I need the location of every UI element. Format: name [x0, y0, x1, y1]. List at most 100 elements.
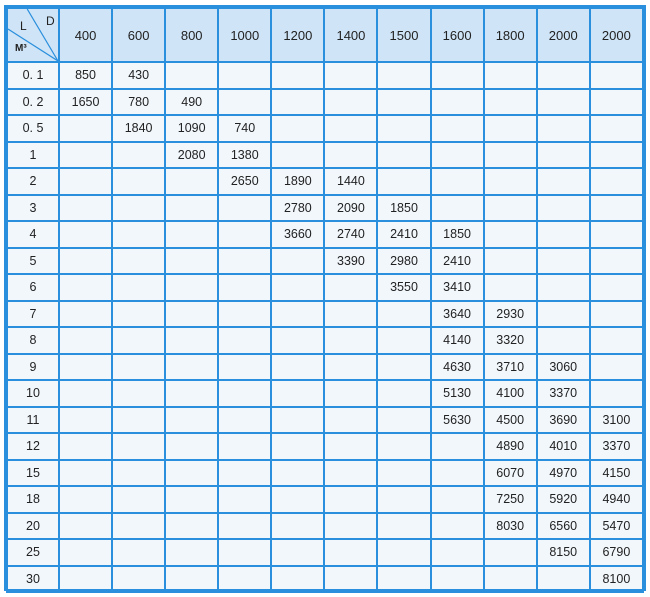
table-row: 10 5130 4100 3370	[6, 379, 645, 408]
row-label: 25	[6, 538, 60, 567]
table-cell	[164, 220, 220, 249]
table-cell: 490	[164, 87, 220, 116]
table-cell	[270, 140, 326, 169]
table-cell	[57, 511, 114, 540]
table-row: 9 4630 3710 3060	[6, 352, 645, 381]
table-cell: 5470	[588, 511, 645, 540]
table-cell	[323, 61, 379, 90]
table-cell	[376, 458, 432, 487]
table-cell	[429, 87, 485, 116]
table-row: 30 8100	[6, 564, 645, 593]
table-cell	[57, 432, 114, 461]
table-cell	[482, 564, 538, 593]
row-label: 0. 5	[6, 114, 60, 143]
table-cell: 430	[111, 61, 167, 90]
table-cell	[111, 167, 167, 196]
table-row: 18 7250 5920 4940	[6, 485, 645, 514]
table-cell: 8150	[535, 538, 591, 567]
table-cell: 3370	[588, 432, 645, 461]
table-row: 0. 5 1840 1090 740	[6, 114, 645, 143]
table-cell	[535, 246, 591, 275]
table-cell	[323, 299, 379, 328]
column-header: 800	[164, 7, 220, 63]
table-cell	[323, 273, 379, 302]
table-cell	[535, 61, 591, 90]
table-row: 0. 1 850 430	[6, 61, 645, 90]
row-axis-label: L	[20, 19, 27, 33]
table-cell	[164, 432, 220, 461]
table-cell	[429, 193, 485, 222]
table-row: 2 2650 1890 1440	[6, 167, 645, 196]
table-row: 7 3640 2930	[6, 299, 645, 328]
header-row: L D M³ 400 600 800 1000 1200 1400 1500 1600 1800…	[6, 7, 645, 63]
table-cell: 850	[57, 61, 114, 90]
table-cell	[57, 299, 114, 328]
table-cell: 3410	[429, 273, 485, 302]
table-cell	[217, 87, 273, 116]
table-cell	[376, 352, 432, 381]
table-row: 20 8030 6560 5470	[6, 511, 645, 540]
table-cell	[164, 326, 220, 355]
table-cell: 4970	[535, 458, 591, 487]
table-cell	[111, 273, 167, 302]
spec-table: L D M³ 400 600 800 1000 1200 1400 1500 1600 1800…	[4, 5, 646, 593]
row-label: 10	[6, 379, 60, 408]
table-cell	[217, 61, 273, 90]
table-cell	[111, 405, 167, 434]
table-cell	[57, 485, 114, 514]
table-cell	[270, 432, 326, 461]
table-row: 25 8150 6790	[6, 538, 645, 567]
table-cell	[588, 114, 645, 143]
table-cell	[164, 167, 220, 196]
table-cell: 5630	[429, 405, 485, 434]
table-cell	[217, 432, 273, 461]
table-cell	[429, 114, 485, 143]
table-cell	[588, 87, 645, 116]
table-cell: 3390	[323, 246, 379, 275]
table-cell	[535, 167, 591, 196]
table-cell	[376, 564, 432, 593]
table-cell: 3320	[482, 326, 538, 355]
table-cell	[217, 485, 273, 514]
table-cell	[111, 140, 167, 169]
table-cell	[57, 246, 114, 275]
table-cell	[535, 273, 591, 302]
table-cell: 2090	[323, 193, 379, 222]
table-cell	[270, 379, 326, 408]
table-cell	[164, 61, 220, 90]
table-cell	[270, 114, 326, 143]
table-cell	[111, 511, 167, 540]
table-cell	[57, 167, 114, 196]
table-cell	[376, 511, 432, 540]
table-cell: 2080	[164, 140, 220, 169]
row-label: 9	[6, 352, 60, 381]
table-cell	[535, 87, 591, 116]
column-header: 600	[111, 7, 167, 63]
table-cell	[535, 220, 591, 249]
table-cell	[429, 140, 485, 169]
table-row: 15 6070 4970 4150	[6, 458, 645, 487]
table-cell	[111, 299, 167, 328]
table-cell: 6560	[535, 511, 591, 540]
table-cell	[111, 538, 167, 567]
table-cell	[111, 458, 167, 487]
table-cell	[164, 299, 220, 328]
table-cell	[217, 511, 273, 540]
table-row: 11 5630 4500 3690 3100	[6, 405, 645, 434]
table-cell	[323, 379, 379, 408]
table-cell	[323, 352, 379, 381]
table-cell	[376, 538, 432, 567]
table-cell	[535, 299, 591, 328]
table-cell	[376, 140, 432, 169]
table-row: 3 2780 2090 1850	[6, 193, 645, 222]
table-cell	[217, 538, 273, 567]
table-cell	[323, 511, 379, 540]
table-cell	[111, 432, 167, 461]
table-cell	[376, 485, 432, 514]
table-cell	[57, 220, 114, 249]
table-cell: 8030	[482, 511, 538, 540]
table-cell	[482, 167, 538, 196]
table-cell	[588, 326, 645, 355]
table-cell	[270, 87, 326, 116]
table-cell	[588, 273, 645, 302]
